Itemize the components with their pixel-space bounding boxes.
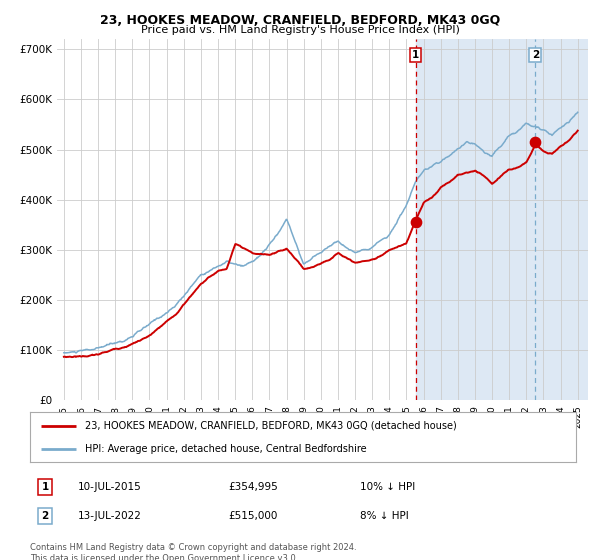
Text: Contains HM Land Registry data © Crown copyright and database right 2024.
This d: Contains HM Land Registry data © Crown c… (30, 543, 356, 560)
Text: 13-JUL-2022: 13-JUL-2022 (78, 511, 142, 521)
Text: £515,000: £515,000 (228, 511, 277, 521)
Bar (416, 39, 588, 400)
Point (530, 138, 540, 147)
Text: £354,995: £354,995 (228, 482, 278, 492)
Text: 23, HOOKES MEADOW, CRANFIELD, BEDFORD, MK43 0GQ: 23, HOOKES MEADOW, CRANFIELD, BEDFORD, M… (100, 14, 500, 27)
Text: 1: 1 (41, 482, 49, 492)
Text: 10% ↓ HPI: 10% ↓ HPI (360, 482, 415, 492)
Text: Price paid vs. HM Land Registry's House Price Index (HPI): Price paid vs. HM Land Registry's House … (140, 25, 460, 35)
Text: 23, HOOKES MEADOW, CRANFIELD, BEDFORD, MK43 0GQ (detached house): 23, HOOKES MEADOW, CRANFIELD, BEDFORD, M… (85, 421, 457, 431)
Text: 8% ↓ HPI: 8% ↓ HPI (360, 511, 409, 521)
Text: HPI: Average price, detached house, Central Bedfordshire: HPI: Average price, detached house, Cent… (85, 444, 366, 454)
Text: 1: 1 (412, 50, 419, 60)
Text: 2: 2 (532, 50, 539, 60)
Text: 10-JUL-2015: 10-JUL-2015 (78, 482, 142, 492)
Text: 2: 2 (41, 511, 49, 521)
Point (411, 218, 421, 227)
